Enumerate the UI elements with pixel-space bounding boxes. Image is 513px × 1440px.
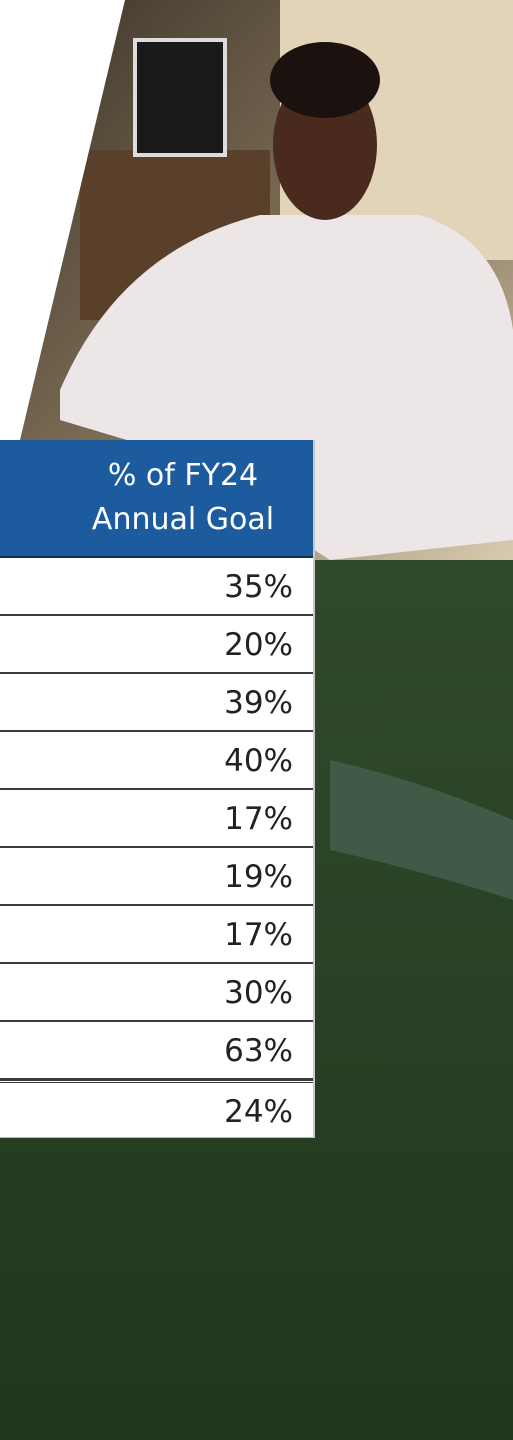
table-cell: 24% bbox=[0, 1080, 313, 1138]
table-cell: 19% bbox=[0, 848, 313, 906]
table-cell: 63% bbox=[0, 1022, 313, 1080]
table-cell: 39% bbox=[0, 674, 313, 732]
table-cell: 40% bbox=[0, 732, 313, 790]
page: % of FY24 Annual Goal 35%20%39%40%17%19%… bbox=[0, 0, 513, 1440]
table-cell: 17% bbox=[0, 906, 313, 964]
table: % of FY24 Annual Goal 35%20%39%40%17%19%… bbox=[0, 440, 315, 1138]
header-text: % of FY24 Annual Goal bbox=[63, 454, 313, 542]
frame bbox=[135, 40, 225, 155]
table-cell: 30% bbox=[0, 964, 313, 1022]
rows: 35%20%39%40%17%19%17%30%63%24% bbox=[0, 558, 313, 1138]
table-cell: 20% bbox=[0, 616, 313, 674]
table-cell: 35% bbox=[0, 558, 313, 616]
hair bbox=[270, 42, 380, 118]
table-cell: 17% bbox=[0, 790, 313, 848]
header: % of FY24 Annual Goal bbox=[0, 440, 313, 558]
